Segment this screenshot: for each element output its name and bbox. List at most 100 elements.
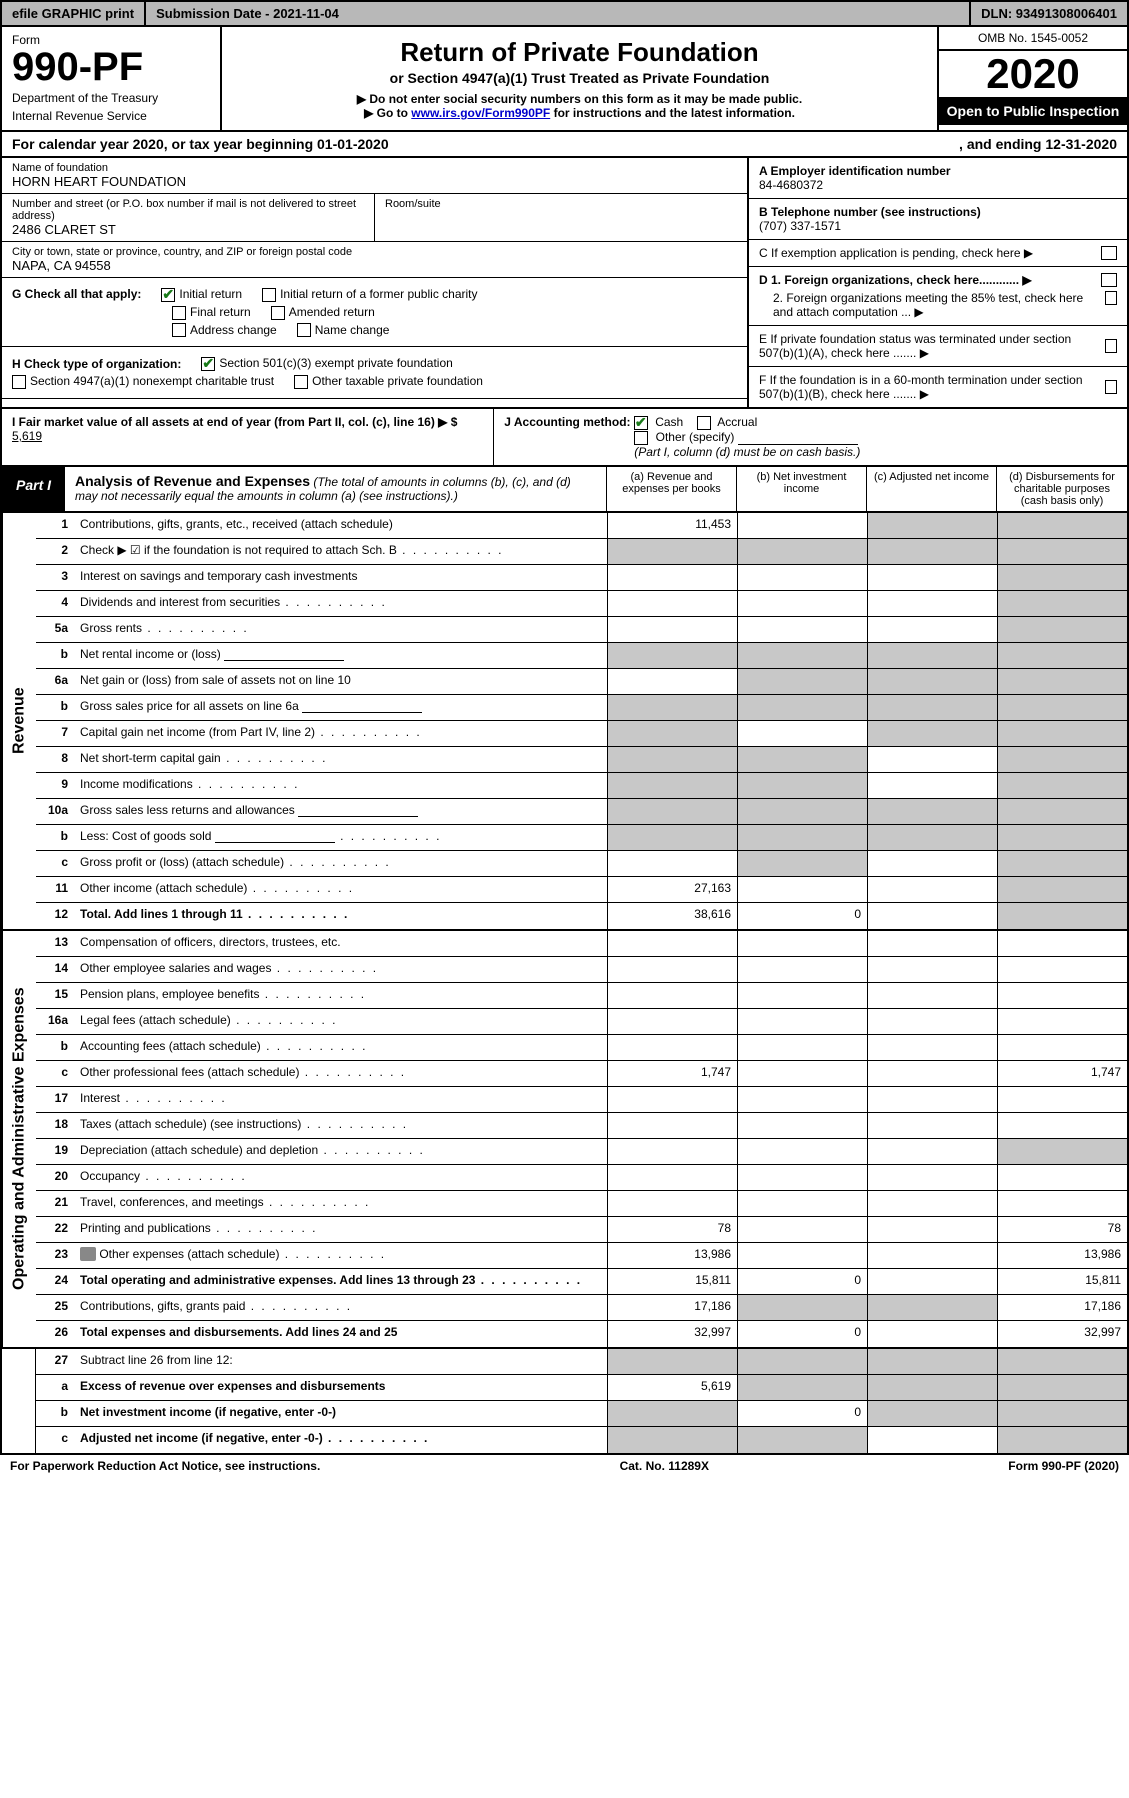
checkbox-initial-former[interactable] <box>262 288 276 302</box>
checkbox-d1[interactable] <box>1101 273 1117 287</box>
checkbox-cash[interactable] <box>634 416 648 430</box>
form-header: Form 990-PF Department of the Treasury I… <box>0 27 1129 132</box>
row-description: Interest <box>74 1087 607 1112</box>
table-cell <box>607 1191 737 1216</box>
table-cell <box>997 983 1127 1008</box>
checkbox-other-taxable[interactable] <box>294 375 308 389</box>
table-cell <box>607 695 737 720</box>
part1-label: Part I <box>2 467 65 511</box>
table-cell <box>867 1243 997 1268</box>
inline-input[interactable] <box>298 803 418 817</box>
efile-print-button[interactable]: efile GRAPHIC print <box>2 2 146 25</box>
table-cell <box>867 1009 997 1034</box>
table-cell: 78 <box>997 1217 1127 1242</box>
row-number: a <box>36 1375 74 1400</box>
table-cell <box>607 1427 737 1453</box>
row-number: c <box>36 1427 74 1453</box>
table-cell <box>997 931 1127 956</box>
checkbox-name-change[interactable] <box>297 323 311 337</box>
h-other-taxable: Other taxable private foundation <box>312 374 483 388</box>
row-number: b <box>36 695 74 720</box>
row-number: 14 <box>36 957 74 982</box>
table-row: 20Occupancy <box>36 1165 1127 1191</box>
g-label: G Check all that apply: <box>12 287 141 301</box>
instr2-pre: ▶ Go to <box>364 106 411 120</box>
part1-title-cell: Analysis of Revenue and Expenses (The to… <box>65 467 607 511</box>
row-number: 4 <box>36 591 74 616</box>
table-cell <box>737 1295 867 1320</box>
checkbox-e[interactable] <box>1105 339 1117 353</box>
checkbox-other-method[interactable] <box>634 431 648 445</box>
table-row: 24Total operating and administrative exp… <box>36 1269 1127 1295</box>
checkbox-final[interactable] <box>172 306 186 320</box>
page-footer: For Paperwork Reduction Act Notice, see … <box>0 1455 1129 1477</box>
table-cell <box>607 591 737 616</box>
ein-block: A Employer identification number 84-4680… <box>749 158 1127 199</box>
calendar-year-row: For calendar year 2020, or tax year begi… <box>0 132 1129 158</box>
row-number: 1 <box>36 513 74 538</box>
g-addr-change: Address change <box>190 323 277 337</box>
row-description: Net rental income or (loss) <box>74 643 607 668</box>
revenue-side-label: Revenue <box>2 513 36 929</box>
table-row: 17Interest <box>36 1087 1127 1113</box>
table-cell <box>867 773 997 798</box>
table-row: 12Total. Add lines 1 through 1138,6160 <box>36 903 1127 929</box>
table-row: bNet investment income (if negative, ent… <box>36 1401 1127 1427</box>
checkbox-4947[interactable] <box>12 375 26 389</box>
checkbox-amended[interactable] <box>271 306 285 320</box>
i-label: I Fair market value of all assets at end… <box>12 415 457 429</box>
table-cell <box>867 877 997 902</box>
table-cell <box>607 1009 737 1034</box>
checkbox-d2[interactable] <box>1105 291 1117 305</box>
row-description: Depreciation (attach schedule) and deple… <box>74 1139 607 1164</box>
table-cell <box>997 643 1127 668</box>
table-cell <box>737 1375 867 1400</box>
attachment-icon[interactable] <box>80 1247 96 1261</box>
table-cell: 1,747 <box>997 1061 1127 1086</box>
checkbox-addr-change[interactable] <box>172 323 186 337</box>
row-description: Other expenses (attach schedule) <box>74 1243 607 1268</box>
checkbox-c[interactable] <box>1101 246 1117 260</box>
foundation-address: 2486 CLARET ST <box>12 222 364 237</box>
table-cell <box>997 513 1127 538</box>
checkbox-501c3[interactable] <box>201 357 215 371</box>
table-cell <box>737 1113 867 1138</box>
table-cell <box>607 957 737 982</box>
table-cell <box>737 1217 867 1242</box>
i-block: I Fair market value of all assets at end… <box>2 409 494 465</box>
table-row: 23 Other expenses (attach schedule)13,98… <box>36 1243 1127 1269</box>
table-cell <box>737 877 867 902</box>
table-cell: 78 <box>607 1217 737 1242</box>
table-cell <box>997 669 1127 694</box>
other-specify-input[interactable] <box>738 431 858 445</box>
table-cell <box>867 747 997 772</box>
col-d-head: (d) Disbursements for charitable purpose… <box>997 467 1127 511</box>
table-cell <box>737 669 867 694</box>
table-cell: 13,986 <box>997 1243 1127 1268</box>
checkbox-initial-return[interactable] <box>161 288 175 302</box>
table-cell <box>737 825 867 850</box>
inline-input[interactable] <box>215 829 335 843</box>
table-row: 27Subtract line 26 from line 12: <box>36 1349 1127 1375</box>
omb-number: OMB No. 1545-0052 <box>939 27 1127 51</box>
dept-irs: Internal Revenue Service <box>12 109 210 123</box>
j-accrual: Accrual <box>717 415 757 429</box>
room-suite-cell: Room/suite <box>374 194 747 242</box>
table-cell <box>867 1321 997 1347</box>
checkbox-f[interactable] <box>1105 380 1117 394</box>
row-description: Compensation of officers, directors, tru… <box>74 931 607 956</box>
checkbox-accrual[interactable] <box>697 416 711 430</box>
table-row: bNet rental income or (loss) <box>36 643 1127 669</box>
row-description: Legal fees (attach schedule) <box>74 1009 607 1034</box>
table-row: 8Net short-term capital gain <box>36 747 1127 773</box>
inline-input[interactable] <box>302 699 422 713</box>
form-title-block: Return of Private Foundation or Section … <box>222 27 937 130</box>
row-description: Gross sales less returns and allowances <box>74 799 607 824</box>
row-description: Contributions, gifts, grants paid <box>74 1295 607 1320</box>
inline-input[interactable] <box>224 647 344 661</box>
row-number: 26 <box>36 1321 74 1347</box>
form-link[interactable]: www.irs.gov/Form990PF <box>411 106 550 120</box>
table-cell <box>607 1113 737 1138</box>
table-cell <box>997 877 1127 902</box>
table-cell <box>607 669 737 694</box>
